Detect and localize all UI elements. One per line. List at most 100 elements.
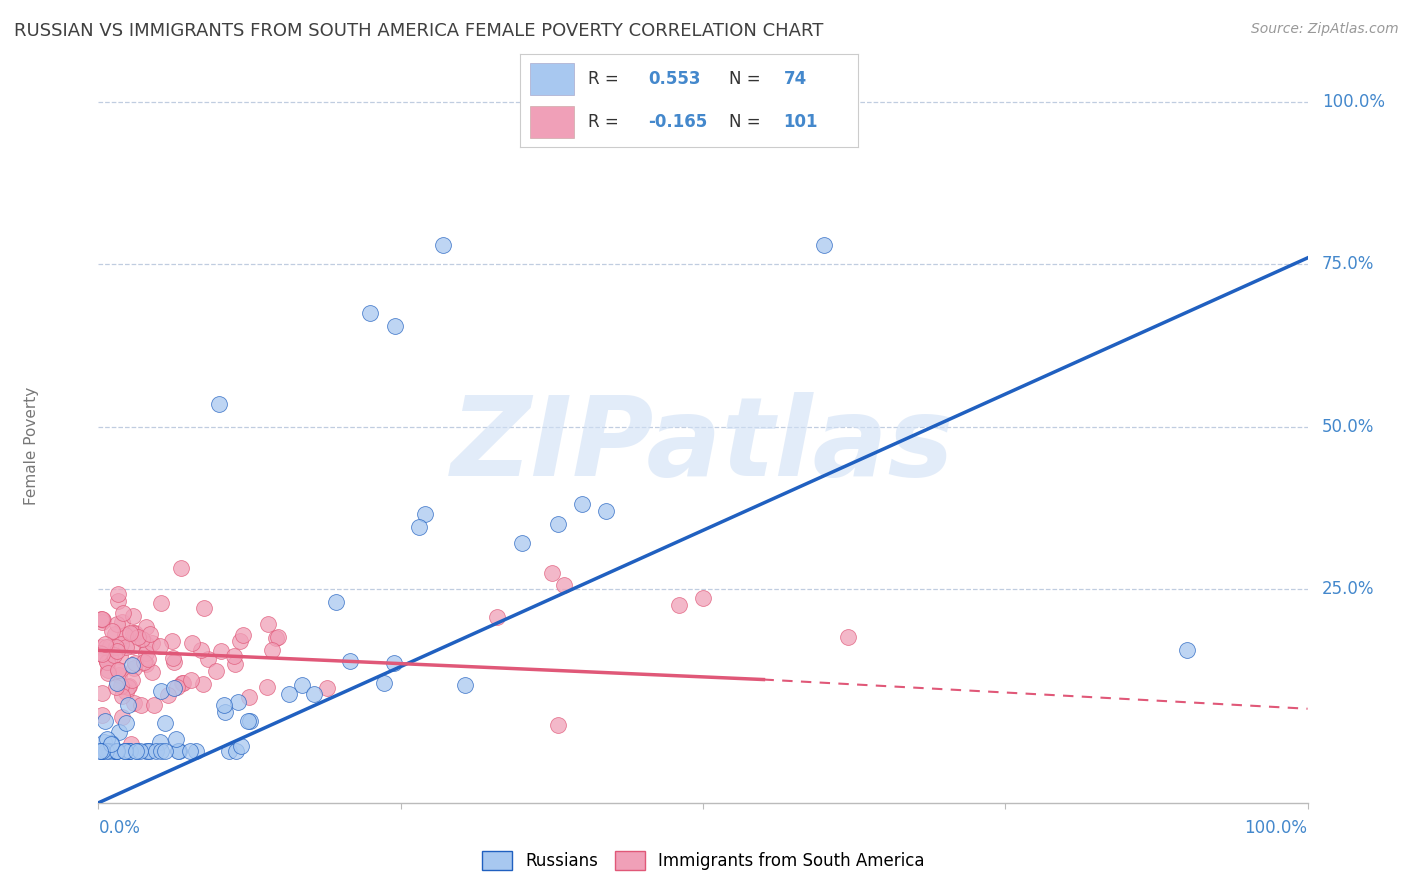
Point <box>125 744 148 758</box>
Point <box>278 687 301 701</box>
Point <box>117 698 139 712</box>
Point <box>107 663 129 677</box>
Point <box>238 690 260 704</box>
Point <box>104 744 127 758</box>
Point <box>236 714 259 728</box>
Point <box>121 639 143 653</box>
Text: R =: R = <box>588 70 624 87</box>
Point <box>125 744 148 758</box>
Point <box>257 616 280 631</box>
Point <box>135 620 157 634</box>
Point <box>132 656 155 670</box>
Point <box>94 714 117 729</box>
Point <box>90 647 112 661</box>
Point <box>165 732 187 747</box>
Point <box>218 744 240 758</box>
Point <box>315 681 337 696</box>
Point <box>547 516 569 531</box>
Point <box>256 681 278 695</box>
Point <box>94 649 117 664</box>
Point <box>122 696 145 710</box>
Point <box>384 318 406 333</box>
Text: 100.0%: 100.0% <box>1322 93 1385 112</box>
Point <box>108 667 131 681</box>
Point <box>96 744 118 758</box>
Point <box>91 744 114 758</box>
Point <box>510 536 533 550</box>
Point <box>454 678 477 692</box>
Point <box>118 744 141 758</box>
Point <box>571 497 593 511</box>
Point <box>111 607 134 621</box>
Text: ZIPatlas: ZIPatlas <box>451 392 955 500</box>
Point <box>131 632 153 646</box>
Point <box>135 744 157 758</box>
Point <box>121 625 143 640</box>
Text: Female Poverty: Female Poverty <box>24 387 39 505</box>
Text: 74: 74 <box>783 70 807 87</box>
Point <box>837 631 859 645</box>
Point <box>118 626 141 640</box>
Point <box>205 664 228 678</box>
Point <box>167 744 190 758</box>
Point <box>107 594 129 608</box>
Point <box>94 637 117 651</box>
Point <box>595 504 617 518</box>
Point <box>191 677 214 691</box>
Text: 75.0%: 75.0% <box>1322 255 1375 273</box>
Point <box>547 718 569 732</box>
Point <box>111 689 134 703</box>
Point <box>149 596 172 610</box>
Point <box>142 698 165 712</box>
Point <box>136 651 159 665</box>
Point <box>107 725 129 739</box>
Point <box>325 595 347 609</box>
Point <box>486 609 509 624</box>
Point <box>232 628 254 642</box>
Text: -0.165: -0.165 <box>648 113 707 131</box>
Point <box>239 714 262 729</box>
Point <box>104 744 127 758</box>
Point <box>122 609 145 624</box>
Point <box>105 644 128 658</box>
Point <box>122 661 145 675</box>
Point <box>98 639 121 653</box>
Point <box>105 744 128 758</box>
Point <box>226 695 249 709</box>
Point <box>229 634 252 648</box>
Point <box>111 710 134 724</box>
Point <box>212 698 235 712</box>
Point <box>184 744 207 758</box>
Point <box>91 615 114 630</box>
Point <box>104 626 127 640</box>
Point <box>214 705 236 719</box>
Point <box>224 657 246 672</box>
Point <box>111 615 134 629</box>
Point <box>110 680 132 694</box>
Point <box>149 640 172 654</box>
Point <box>148 735 170 749</box>
Point <box>149 744 172 758</box>
Point <box>180 636 202 650</box>
Point <box>108 649 131 664</box>
Point <box>129 698 152 712</box>
Point <box>692 591 714 606</box>
Point <box>100 738 122 752</box>
Point <box>118 744 141 758</box>
Point <box>114 744 136 758</box>
Point <box>166 744 188 758</box>
Point <box>266 631 288 645</box>
Point <box>115 716 138 731</box>
Text: 0.553: 0.553 <box>648 70 702 87</box>
Point <box>141 636 163 650</box>
Point <box>373 676 395 690</box>
Point <box>117 680 139 694</box>
Point <box>432 238 454 252</box>
Text: 50.0%: 50.0% <box>1322 417 1375 435</box>
Text: N =: N = <box>730 70 766 87</box>
Point <box>121 658 143 673</box>
Point <box>118 680 141 694</box>
Point <box>124 626 146 640</box>
Point <box>100 736 122 750</box>
Point <box>112 744 135 758</box>
